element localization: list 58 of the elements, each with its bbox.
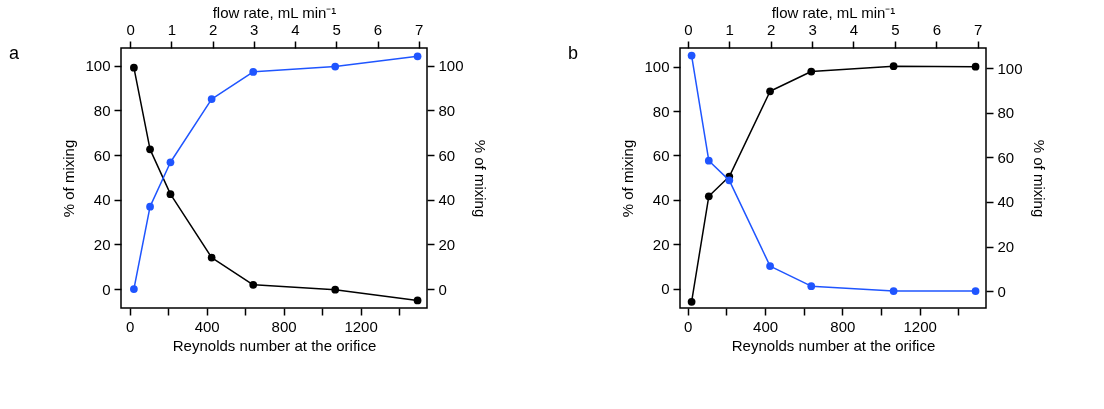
x-tick-label: 0: [125, 317, 135, 335]
x2-tick-label: 2: [208, 20, 218, 38]
y-tick-label: 0: [661, 280, 670, 298]
chart-title: b: [568, 43, 579, 63]
x2-tick-label: 5: [332, 20, 341, 38]
x-tick-label: 400: [194, 317, 220, 335]
x2-tick-label: 1: [725, 20, 734, 38]
x2-tick-label: 7: [974, 20, 983, 38]
x-tick-label: 1200: [344, 317, 378, 335]
y-tick-label: 20: [652, 235, 670, 253]
y2-tick-label: 40: [438, 191, 456, 209]
x-axis-title: Reynolds number at the orifice: [172, 336, 377, 354]
x2-tick-label: 5: [891, 20, 900, 38]
x2-tick-label: 0: [126, 20, 135, 38]
x-axis-title: Reynolds number at the orifice: [731, 336, 936, 354]
y2-tick-label: 80: [438, 101, 456, 119]
x-tick-label: 1200: [903, 317, 937, 335]
y2-tick-label: 20: [997, 238, 1015, 256]
y2-tick-label: 60: [997, 148, 1015, 166]
y2-tick-label: 0: [438, 280, 447, 298]
x2-tick-label: 2: [767, 20, 776, 38]
y-tick-label: 100: [85, 57, 111, 75]
x-tick-label: 800: [830, 317, 856, 335]
y-tick-label: 0: [102, 280, 111, 298]
y-tick-label: 40: [93, 191, 111, 209]
x2-tick-label: 6: [932, 20, 941, 38]
y-tick-label: 60: [93, 146, 111, 164]
y2-tick-label: 0: [997, 282, 1006, 300]
y2-axis-title: % of mixing: [1030, 139, 1048, 218]
y-tick-label: 100: [644, 58, 670, 76]
x2-tick-label: 6: [373, 20, 383, 38]
y-axis-title: % of mixing: [60, 139, 78, 218]
x2-tick-label: 7: [415, 20, 424, 38]
y2-tick-label: 20: [438, 235, 456, 253]
x2-tick-label: 3: [250, 20, 259, 38]
y2-tick-label: 100: [997, 59, 1023, 77]
x-tick-label: 0: [684, 317, 693, 335]
x2-tick-label: 4: [849, 20, 859, 38]
x-tick-label: 800: [271, 317, 297, 335]
y2-tick-label: 40: [997, 193, 1015, 211]
y-tick-label: 80: [93, 101, 111, 119]
x2-axis-title: flow rate, mL min⁻¹: [212, 3, 337, 21]
y2-tick-label: 60: [438, 146, 456, 164]
chart-title: a: [9, 43, 20, 63]
y-tick-label: 80: [652, 102, 670, 120]
x2-tick-label: 0: [684, 20, 693, 38]
y2-tick-label: 80: [997, 104, 1015, 122]
y2-tick-label: 100: [438, 57, 464, 75]
x2-tick-label: 4: [291, 20, 300, 38]
y-tick-label: 20: [93, 235, 111, 253]
x2-axis-title: flow rate, mL min⁻¹: [771, 3, 896, 21]
y-tick-label: 40: [652, 191, 670, 209]
y2-axis-title: % of mixing: [471, 139, 489, 218]
x2-tick-label: 1: [167, 20, 176, 38]
y-tick-label: 60: [652, 146, 670, 164]
x2-tick-label: 3: [808, 20, 817, 38]
y-axis-title: % of mixing: [619, 139, 637, 218]
x-tick-label: 400: [753, 317, 779, 335]
